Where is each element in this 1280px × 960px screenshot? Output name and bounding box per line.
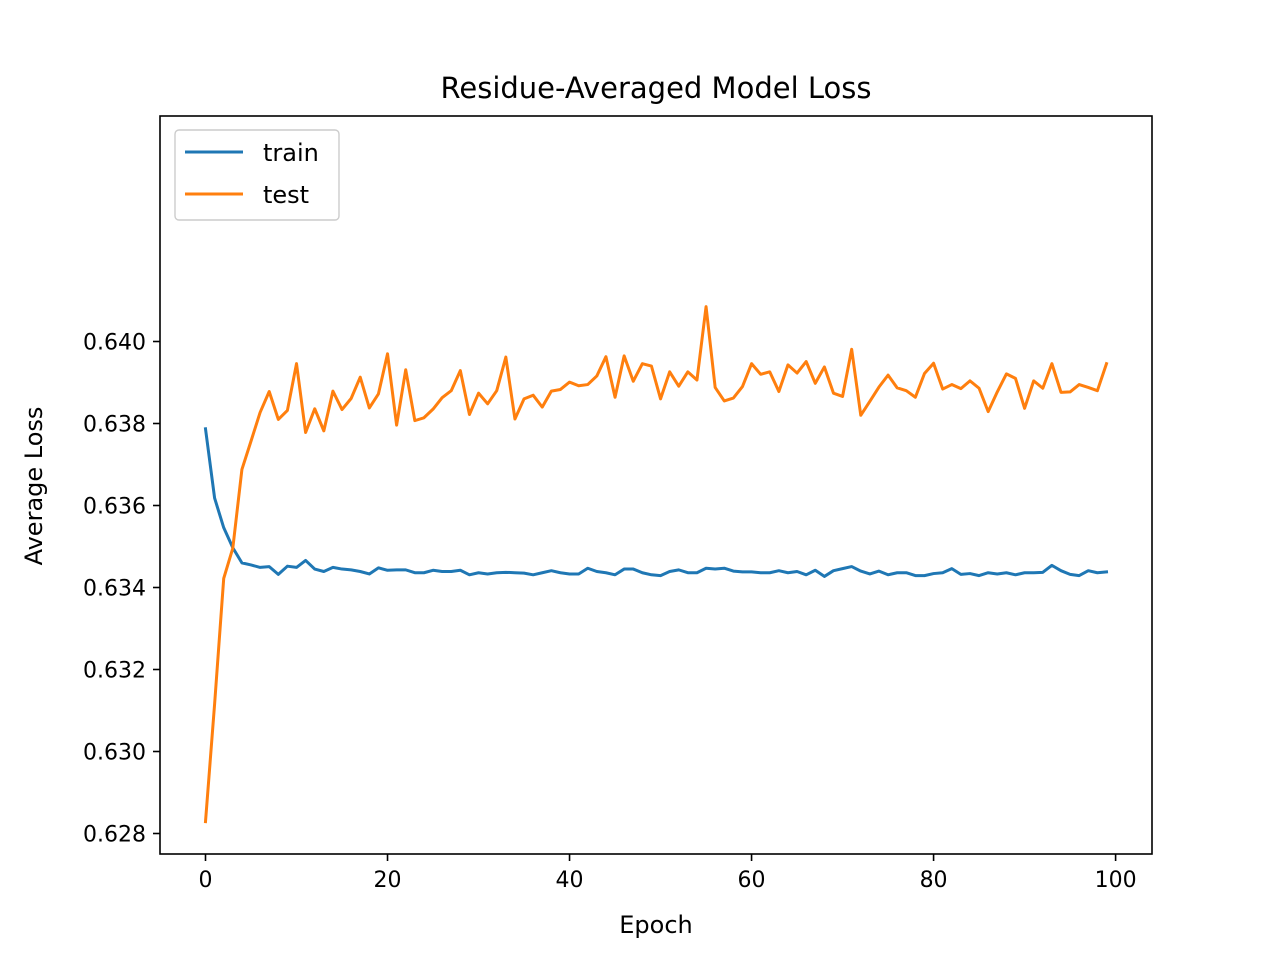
x-tick-label: 80 [920, 868, 948, 893]
y-tick-label: 0.636 [83, 495, 146, 520]
y-tick-label: 0.640 [83, 331, 146, 356]
x-tick-label: 100 [1095, 868, 1137, 893]
series-line-train [203, 427, 1109, 578]
x-axis-label: Epoch [619, 911, 693, 939]
y-tick-label: 0.634 [83, 577, 146, 602]
x-tick-label: 20 [374, 868, 402, 893]
legend-label-train: train [263, 139, 319, 167]
y-tick-label: 0.630 [83, 741, 146, 766]
chart-title: Residue-Averaged Model Loss [441, 71, 872, 105]
legend: train test [174, 129, 340, 221]
y-tick-label: 0.632 [83, 659, 146, 684]
x-tick-label: 0 [199, 868, 213, 893]
plot-frame [159, 115, 1153, 855]
x-tick-label: 40 [556, 868, 584, 893]
y-tick-label: 0.638 [83, 413, 146, 438]
y-tick-label: 0.628 [83, 823, 146, 848]
series-layer [203, 305, 1109, 824]
legend-label-test: test [263, 181, 309, 209]
series-line-test [203, 305, 1109, 824]
x-axis-ticks: 0 20 40 60 80 100 [199, 854, 1137, 893]
x-tick-label: 60 [738, 868, 766, 893]
y-axis-ticks: 0.628 0.630 0.632 0.634 0.636 0.638 0.640 [83, 331, 160, 848]
y-axis-label: Average Loss [20, 407, 48, 566]
